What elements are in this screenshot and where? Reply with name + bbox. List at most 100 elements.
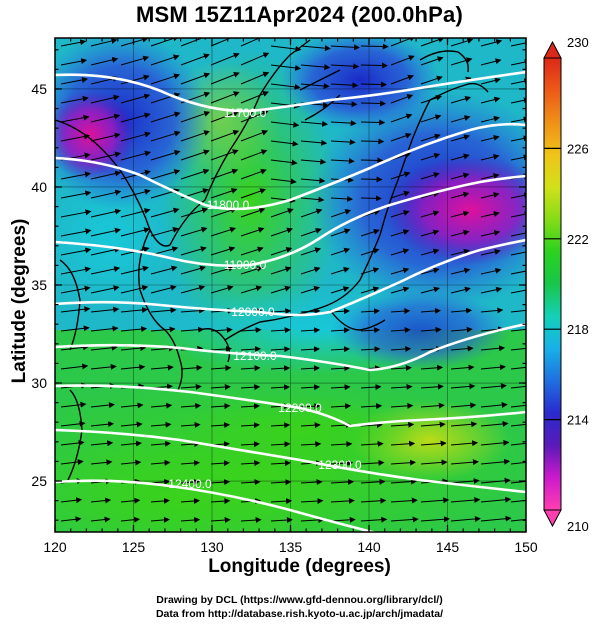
wind-arrow (330, 120, 357, 127)
wind-arrow (180, 130, 211, 142)
wind-arrow (330, 308, 351, 315)
contour-label: 11800.0 (207, 198, 250, 212)
wind-arrow (510, 309, 526, 313)
wind-arrow (360, 497, 387, 504)
wind-arrow (420, 38, 445, 47)
wind-arrow (450, 345, 474, 352)
wind-arrow (420, 459, 448, 466)
wind-arrow (270, 64, 302, 71)
wind-arrow (450, 383, 476, 390)
wind-arrow (390, 113, 413, 123)
wind-arrow (360, 384, 382, 391)
wind-arrow (330, 478, 354, 485)
wind-arrow (510, 442, 526, 446)
wind-arrow (510, 404, 526, 408)
wind-arrow (210, 345, 233, 352)
wind-arrow (480, 364, 506, 371)
wind-arrow (210, 149, 239, 161)
wind-arrow (480, 402, 508, 409)
wind-arrow (270, 365, 291, 372)
wind-arrow (420, 152, 441, 161)
wind-arrow (420, 286, 440, 294)
contour-label: 12000.0 (231, 305, 275, 319)
colorbar-tick-label: 222 (567, 232, 589, 247)
wind-arrow (300, 45, 331, 52)
wind-arrow (480, 345, 506, 352)
wind-arrow (300, 308, 321, 315)
wind-arrow (180, 307, 206, 314)
wind-arrow (180, 383, 202, 390)
wind-arrow (390, 421, 415, 428)
wind-arrow (90, 306, 120, 313)
wind-arrow (180, 364, 203, 371)
wind-arrow (270, 441, 291, 448)
wind-arrow (390, 152, 412, 161)
wind-arrow (420, 229, 440, 237)
wind-arrow (240, 365, 261, 372)
wind-arrow (90, 266, 121, 275)
wind-arrow (120, 285, 149, 294)
wind-arrow (120, 459, 142, 466)
wind-arrow (90, 94, 120, 104)
wind-arrow (90, 516, 111, 523)
wind-arrow (360, 43, 389, 50)
wind-arrow (390, 267, 410, 275)
wind-arrow (330, 195, 354, 202)
wind-arrow (450, 172, 470, 180)
wind-arrow (510, 289, 526, 294)
wind-arrow (360, 327, 381, 334)
wind-arrow (270, 140, 299, 147)
wind-arrow (420, 210, 440, 218)
wind-arrow (180, 402, 202, 409)
wind-arrow (60, 266, 92, 275)
wind-arrow (360, 248, 380, 256)
wind-arrow (420, 497, 450, 504)
wind-arrow (60, 344, 90, 351)
wind-arrow (210, 129, 240, 142)
wind-arrow (240, 460, 261, 467)
wind-arrow (90, 208, 122, 218)
wind-arrow (330, 365, 351, 372)
wind-arrow (90, 363, 117, 370)
wind-arrow (150, 92, 181, 104)
wind-arrow (270, 45, 302, 52)
wind-arrow (450, 115, 471, 123)
wind-arrow (90, 170, 122, 180)
wind-arrow (120, 440, 142, 447)
wind-arrow (480, 211, 500, 218)
wind-arrow (210, 422, 231, 429)
wind-arrow (210, 517, 231, 524)
wind-arrow (120, 402, 144, 409)
wind-arrow (360, 478, 386, 485)
wind-arrow (90, 402, 115, 409)
colorbar-tick-label: 218 (567, 322, 589, 337)
contour-line (55, 428, 526, 494)
wind-arrow (330, 82, 359, 89)
wind-arrow (420, 114, 442, 123)
wind-arrow (480, 115, 500, 123)
wind-arrow (90, 285, 120, 294)
wind-arrow (180, 226, 208, 237)
y-tick-label: 40 (31, 179, 47, 195)
wind-arrow (300, 266, 321, 275)
wind-arrow (420, 133, 441, 142)
wind-arrow (360, 81, 388, 88)
wind-arrow (450, 307, 473, 314)
wind-arrow (60, 516, 82, 523)
wind-arrow (240, 71, 270, 85)
contour-line (55, 322, 526, 372)
wind-arrow (300, 498, 324, 505)
wind-arrow (450, 364, 475, 371)
wind-arrow (180, 479, 200, 485)
wind-arrow (150, 459, 171, 466)
wind-arrow (510, 40, 526, 47)
wind-arrow (150, 516, 170, 523)
wind-arrow (450, 134, 471, 142)
credit-drawing: Drawing by DCL (https://www.gfd-dennou.o… (156, 594, 443, 606)
wind-arrow (240, 327, 262, 334)
wind-arrow (120, 74, 150, 85)
wind-arrow (270, 346, 291, 353)
wind-arrow (60, 439, 85, 446)
wind-arrow (240, 246, 264, 256)
wind-arrow (300, 83, 330, 90)
